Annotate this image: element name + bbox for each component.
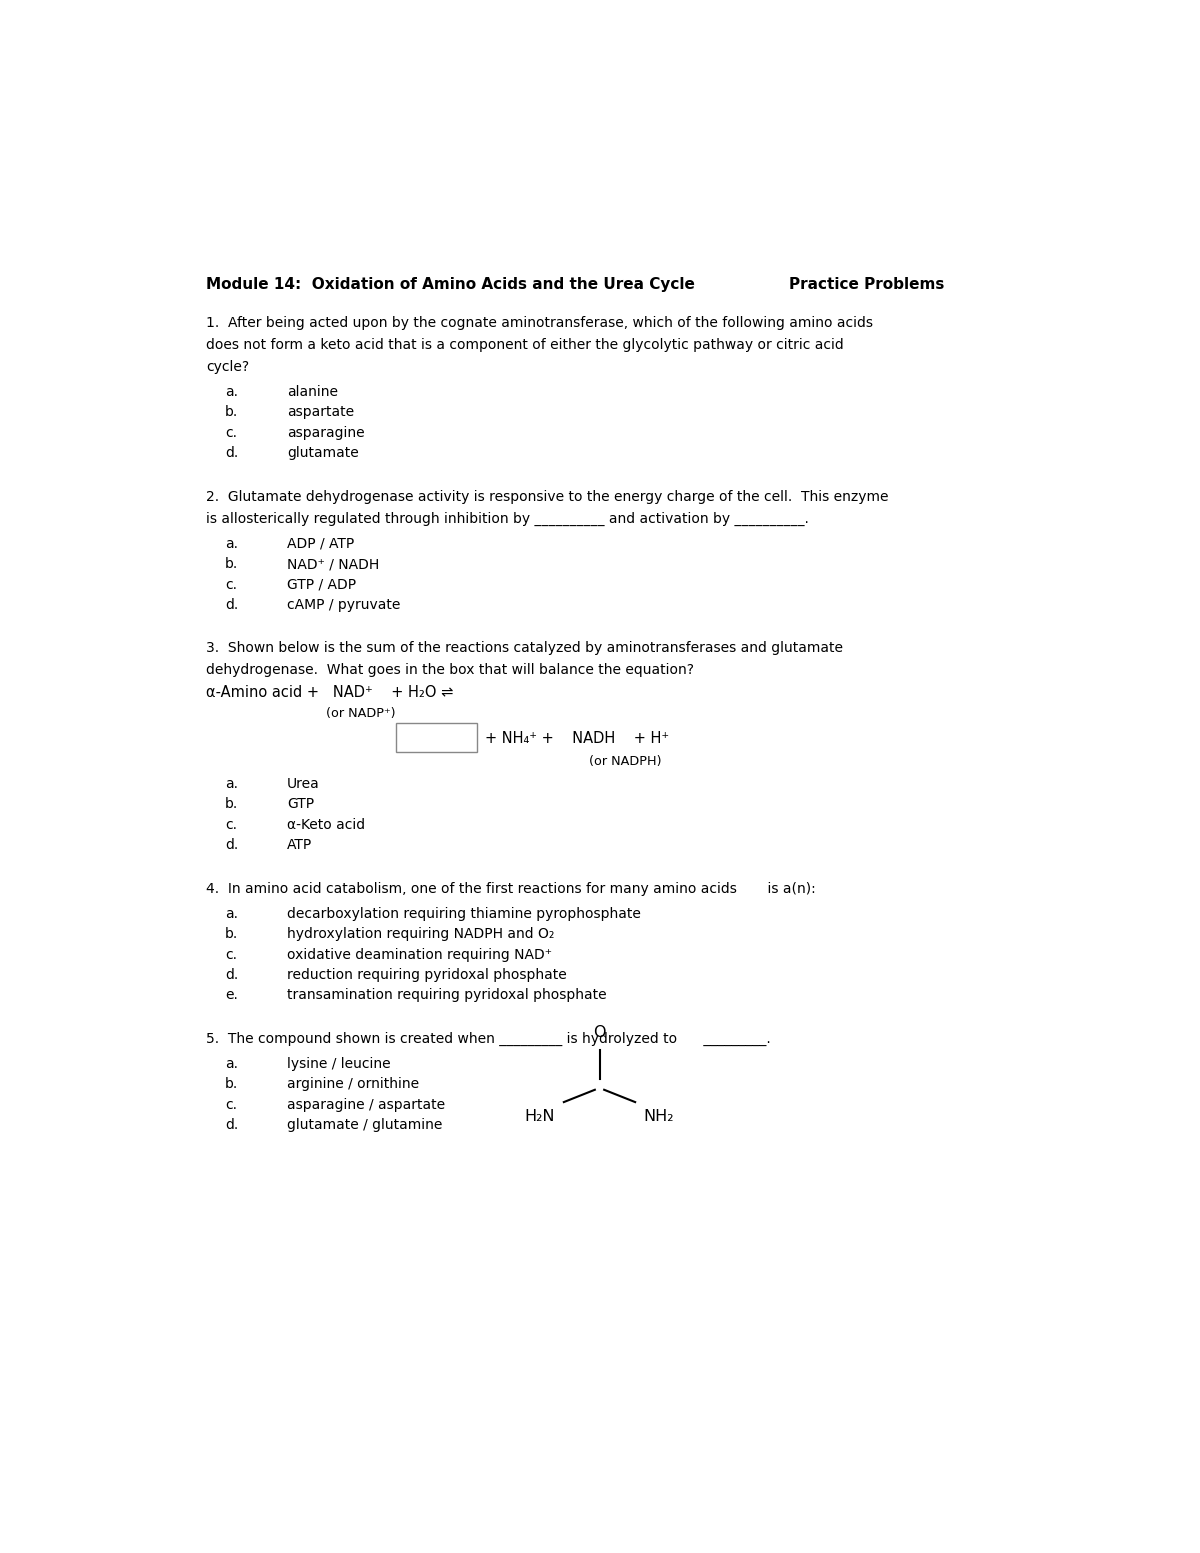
Text: NH₂: NH₂ <box>643 1109 674 1124</box>
Text: c.: c. <box>226 947 238 961</box>
Text: transamination requiring pyridoxal phosphate: transamination requiring pyridoxal phosp… <box>287 988 607 1002</box>
Text: + NH₄⁺ +    NADH    + H⁺: + NH₄⁺ + NADH + H⁺ <box>485 731 668 745</box>
Text: a.: a. <box>226 907 238 921</box>
FancyBboxPatch shape <box>396 724 478 752</box>
Text: oxidative deamination requiring NAD⁺: oxidative deamination requiring NAD⁺ <box>287 947 552 961</box>
Text: a.: a. <box>226 776 238 790</box>
Text: Practice Problems: Practice Problems <box>790 278 944 292</box>
Text: hydroxylation requiring NADPH and O₂: hydroxylation requiring NADPH and O₂ <box>287 927 554 941</box>
Text: aspartate: aspartate <box>287 405 354 419</box>
Text: ADP / ATP: ADP / ATP <box>287 537 354 551</box>
Text: 3.  Shown below is the sum of the reactions catalyzed by aminotransferases and g: 3. Shown below is the sum of the reactio… <box>206 641 842 655</box>
Text: (or NADPH): (or NADPH) <box>589 755 662 769</box>
Text: c.: c. <box>226 818 238 832</box>
Text: b.: b. <box>226 797 239 811</box>
Text: b.: b. <box>226 405 239 419</box>
Text: H₂N: H₂N <box>524 1109 556 1124</box>
Text: is allosterically regulated through inhibition by __________ and activation by _: is allosterically regulated through inhi… <box>206 511 809 526</box>
Text: glutamate: glutamate <box>287 446 359 460</box>
Text: 5.  The compound shown is created when _________ is hydrolyzed to      _________: 5. The compound shown is created when __… <box>206 1031 770 1047</box>
Text: O: O <box>593 1025 606 1041</box>
Text: Urea: Urea <box>287 776 320 790</box>
Text: GTP / ADP: GTP / ADP <box>287 578 356 592</box>
Text: α-Amino acid +   NAD⁺    + H₂O ⇌: α-Amino acid + NAD⁺ + H₂O ⇌ <box>206 685 454 700</box>
Text: 1.  After being acted upon by the cognate aminotransferase, which of the followi: 1. After being acted upon by the cognate… <box>206 317 872 331</box>
Text: cAMP / pyruvate: cAMP / pyruvate <box>287 598 401 612</box>
Text: a.: a. <box>226 537 238 551</box>
Text: GTP: GTP <box>287 797 314 811</box>
Text: arginine / ornithine: arginine / ornithine <box>287 1078 419 1092</box>
Text: b.: b. <box>226 558 239 572</box>
Text: c.: c. <box>226 578 238 592</box>
Text: does not form a keto acid that is a component of either the glycolytic pathway o: does not form a keto acid that is a comp… <box>206 339 844 353</box>
Text: a.: a. <box>226 1058 238 1072</box>
Text: d.: d. <box>226 598 239 612</box>
Text: 4.  In amino acid catabolism, one of the first reactions for many amino acids   : 4. In amino acid catabolism, one of the … <box>206 882 816 896</box>
Text: reduction requiring pyridoxal phosphate: reduction requiring pyridoxal phosphate <box>287 968 566 981</box>
Text: cycle?: cycle? <box>206 360 248 374</box>
Text: asparagine: asparagine <box>287 426 365 439</box>
Text: ATP: ATP <box>287 839 312 853</box>
Text: e.: e. <box>226 988 238 1002</box>
Text: b.: b. <box>226 927 239 941</box>
Text: d.: d. <box>226 839 239 853</box>
Text: NAD⁺ / NADH: NAD⁺ / NADH <box>287 558 379 572</box>
Text: d.: d. <box>226 1118 239 1132</box>
Text: d.: d. <box>226 446 239 460</box>
Text: decarboxylation requiring thiamine pyrophosphate: decarboxylation requiring thiamine pyrop… <box>287 907 641 921</box>
Text: c.: c. <box>226 1098 238 1112</box>
Text: (or NADP⁺): (or NADP⁺) <box>326 707 396 721</box>
Text: dehydrogenase.  What goes in the box that will balance the equation?: dehydrogenase. What goes in the box that… <box>206 663 694 677</box>
Text: alanine: alanine <box>287 385 338 399</box>
Text: Module 14:  Oxidation of Amino Acids and the Urea Cycle: Module 14: Oxidation of Amino Acids and … <box>206 278 695 292</box>
Text: a.: a. <box>226 385 238 399</box>
Text: asparagine / aspartate: asparagine / aspartate <box>287 1098 445 1112</box>
Text: α-Keto acid: α-Keto acid <box>287 818 365 832</box>
Text: 2.  Glutamate dehydrogenase activity is responsive to the energy charge of the c: 2. Glutamate dehydrogenase activity is r… <box>206 489 888 503</box>
Text: glutamate / glutamine: glutamate / glutamine <box>287 1118 443 1132</box>
Text: b.: b. <box>226 1078 239 1092</box>
Text: lysine / leucine: lysine / leucine <box>287 1058 391 1072</box>
Text: d.: d. <box>226 968 239 981</box>
Text: c.: c. <box>226 426 238 439</box>
